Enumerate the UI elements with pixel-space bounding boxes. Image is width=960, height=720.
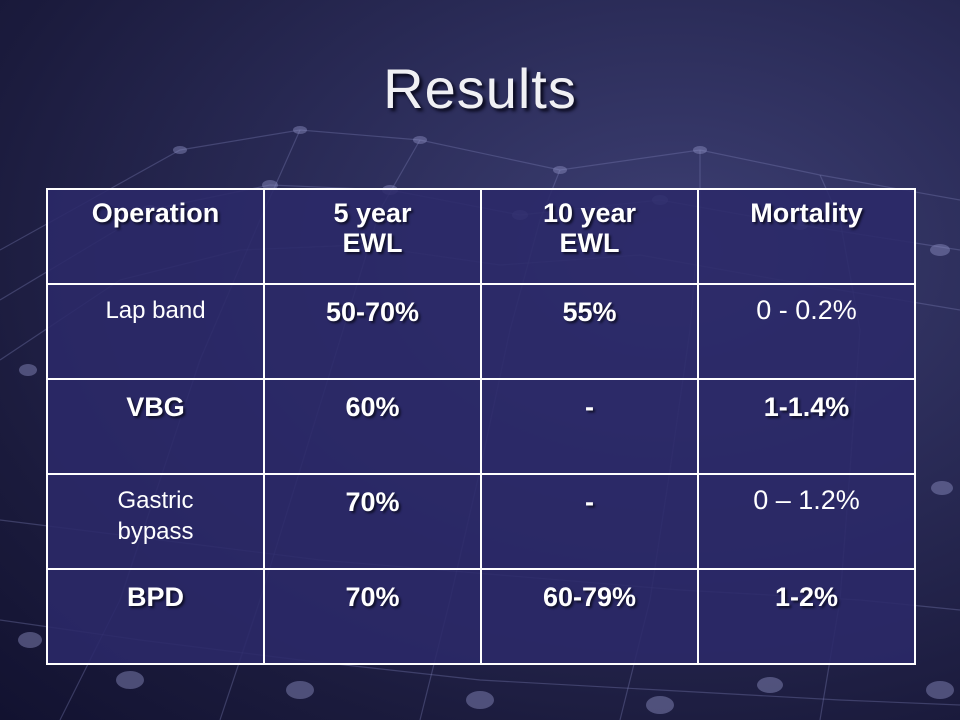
table-row: Gastric bypass 70% - 0 – 1.2%	[46, 473, 916, 570]
table-header-row: Operation 5 year EWL 10 year EWL Mortali…	[46, 188, 916, 285]
cell-ten-year: 55%	[480, 283, 699, 380]
cell-operation: BPD	[46, 568, 265, 665]
header-mortality: Mortality	[697, 188, 916, 285]
header-10-year-ewl: 10 year EWL	[480, 188, 699, 285]
cell-ten-year: 60-79%	[480, 568, 699, 665]
table-row: BPD 70% 60-79% 1-2%	[46, 568, 916, 665]
cell-operation: VBG	[46, 378, 265, 475]
table-row: Lap band 50-70% 55% 0 - 0.2%	[46, 283, 916, 380]
cell-five-year: 60%	[263, 378, 482, 475]
cell-mortality: 1-2%	[697, 568, 916, 665]
cell-five-year: 70%	[263, 473, 482, 570]
slide-title: Results	[383, 57, 577, 120]
cell-operation: Lap band	[46, 283, 265, 380]
cell-mortality: 1-1.4%	[697, 378, 916, 475]
cell-five-year: 50-70%	[263, 283, 482, 380]
cell-five-year: 70%	[263, 568, 482, 665]
cell-ten-year: -	[480, 378, 699, 475]
cell-mortality: 0 – 1.2%	[697, 473, 916, 570]
header-operation: Operation	[46, 188, 265, 285]
header-5-year-ewl: 5 year EWL	[263, 188, 482, 285]
cell-operation: Gastric bypass	[46, 473, 265, 570]
cell-ten-year: -	[480, 473, 699, 570]
results-table: Operation 5 year EWL 10 year EWL Mortali…	[46, 188, 916, 665]
cell-mortality: 0 - 0.2%	[697, 283, 916, 380]
table-row: VBG 60% - 1-1.4%	[46, 378, 916, 475]
